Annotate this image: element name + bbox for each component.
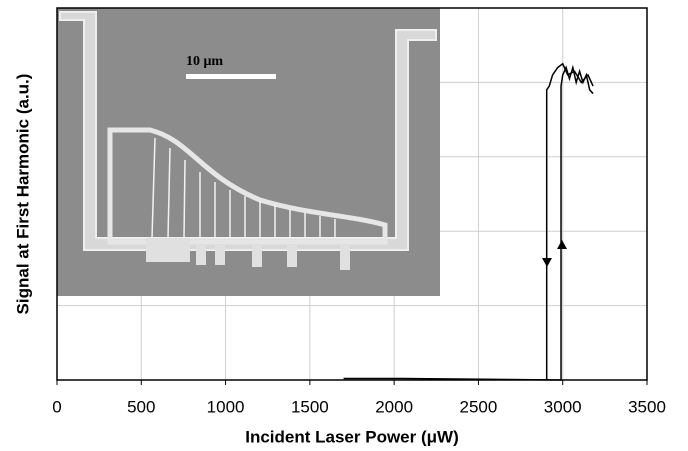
x-tick-label: 3500 <box>628 397 666 416</box>
x-tick-label: 3000 <box>544 397 582 416</box>
scale-bar <box>186 74 276 79</box>
inset-background <box>57 8 440 296</box>
x-axis-label: Incident Laser Power (μW) <box>245 427 459 446</box>
y-axis-label: Signal at First Harmonic (a.u.) <box>13 74 32 315</box>
arrow-up <box>557 240 567 249</box>
x-tick-label: 0 <box>52 397 61 416</box>
x-tick-label: 500 <box>127 397 155 416</box>
inset-image: 10 μm <box>57 8 440 296</box>
x-tick-label: 1000 <box>207 397 245 416</box>
chart: 10 μm Incident Laser Power (μW) Signal a… <box>0 0 688 451</box>
x-tick-label: 2000 <box>375 397 413 416</box>
scale-label: 10 μm <box>186 54 223 69</box>
x-tick-label: 1500 <box>291 397 329 416</box>
arrow-down <box>542 258 552 267</box>
x-tick-label: 2500 <box>460 397 498 416</box>
data-line <box>547 64 593 380</box>
